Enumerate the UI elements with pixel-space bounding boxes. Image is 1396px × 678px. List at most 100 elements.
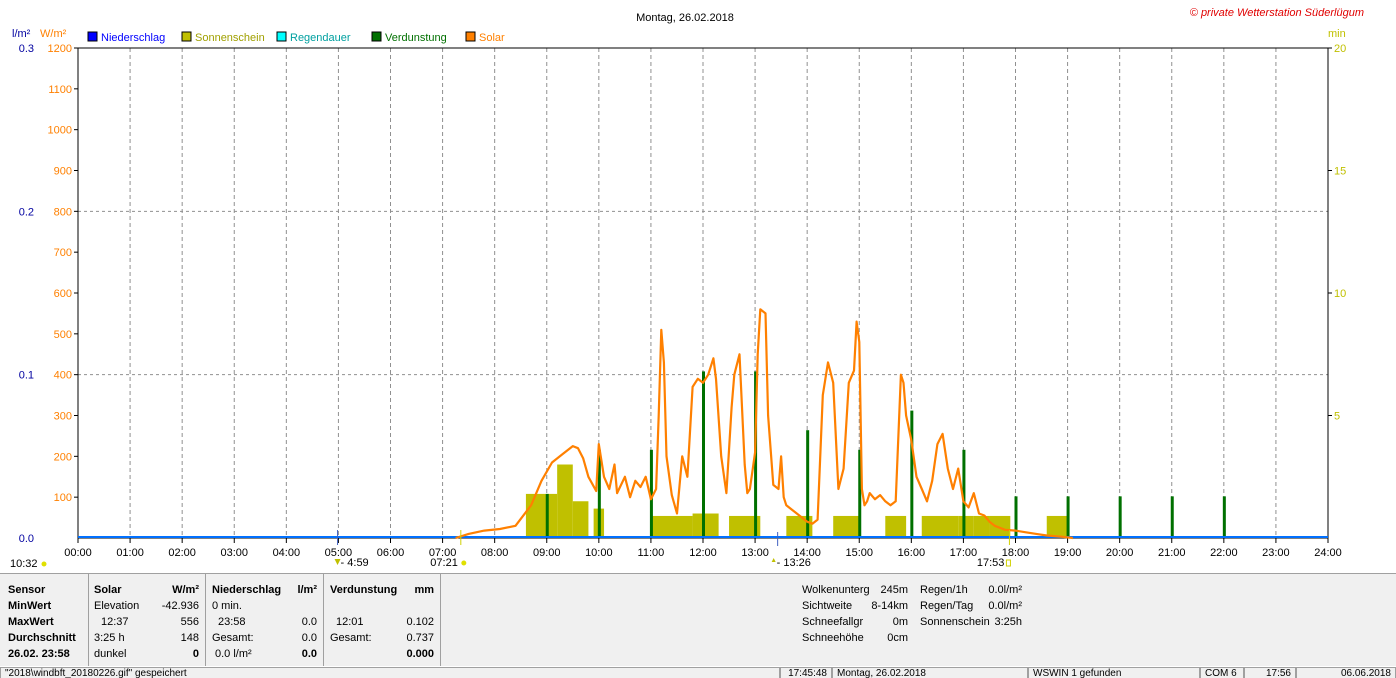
status-wswin: WSWIN 1 gefunden xyxy=(1028,667,1200,678)
x-tick-label-9: 09:00 xyxy=(533,547,561,559)
legend-swatch-niederschlag xyxy=(87,31,98,42)
sonnenschein-bar-0 xyxy=(525,493,558,538)
sunset-icon xyxy=(1005,559,1011,567)
x-tick-label-23: 23:00 xyxy=(1262,547,1290,559)
niederschlag-max-value: 0.0 xyxy=(301,616,317,628)
wolkenunterg-label: Wolkenunterg xyxy=(802,584,870,596)
status-bar: "2018\windbft_20180226.gif" gespeichert … xyxy=(0,667,1396,678)
sonnenschein-value: 3:25h xyxy=(994,616,1022,628)
sonnenschein-bar-12 xyxy=(973,515,990,538)
y-min-tick-label-5: 5 xyxy=(1334,411,1340,423)
verdunstung-bar-5 xyxy=(806,430,810,538)
solar-unit: W/m² xyxy=(172,584,199,596)
sonnenschein-bar-2 xyxy=(572,501,589,538)
verdunstung-bar-0 xyxy=(545,493,549,538)
chart-title: Montag, 26.02.2018 xyxy=(636,12,734,24)
y-solar-tick-label-400: 400 xyxy=(54,370,72,382)
x-tick-label-1: 01:00 xyxy=(116,547,144,559)
weather-chart: Montag, 26.02.2018 © private Wetterstati… xyxy=(10,7,1364,570)
current-timestamp: 26.02. 23:58 xyxy=(8,648,70,660)
legend-swatch-sonnenschein xyxy=(181,31,192,42)
verdunstung-bar-12 xyxy=(1170,496,1174,538)
regen-1h-value: 0.0l/m² xyxy=(988,584,1022,596)
niederschlag-max-time: 23:58 xyxy=(218,616,246,628)
y-solar-tick-label-600: 600 xyxy=(54,288,72,300)
panel-col-sensor: Sensor MinWert MaxWert Durchschnitt 26.0… xyxy=(0,574,89,666)
x-tick-label-4: 04:00 xyxy=(273,547,301,559)
solar-max-time: 12:37 xyxy=(101,616,129,628)
x-tick-label-0: 00:00 xyxy=(64,547,92,559)
x-tick-label-18: 18:00 xyxy=(1002,547,1030,559)
minwert-label: MinWert xyxy=(8,600,52,612)
x-tick-label-6: 06:00 xyxy=(377,547,405,559)
maxwert-label: MaxWert xyxy=(8,616,54,628)
legend: Niederschlag Sonnenschein Regendauer Verdun… xyxy=(87,31,505,44)
legend-label-verdunstung: Verdunstung xyxy=(385,32,447,44)
y-solar-tick-label-900: 900 xyxy=(54,166,72,178)
y-solar-tick-label-800: 800 xyxy=(54,206,72,218)
verdunstung-bar-10 xyxy=(1066,496,1070,538)
sonnenschein-bar-11 xyxy=(958,515,974,538)
stats-panel: Sensor MinWert MaxWert Durchschnitt 26.0… xyxy=(0,573,1396,666)
legend-label-niederschlag: Niederschlag xyxy=(101,32,165,44)
sunrise-dot xyxy=(461,560,467,566)
verdunstung-total-value: 0.737 xyxy=(406,632,434,644)
status-date2: 06.06.2018 xyxy=(1296,667,1396,678)
panel-col-verdunstung: Verdunstung mm 12:01 0.102 Gesamt: 0.737 0.… xyxy=(324,574,441,666)
solar-current-label: dunkel xyxy=(94,648,127,660)
schneehoehe-value: 0cm xyxy=(887,632,908,644)
y-solar-tick-label-500: 500 xyxy=(54,329,72,341)
panel-spacer xyxy=(441,574,796,666)
y-precip-tick-label-0.3: 0.3 xyxy=(19,43,34,55)
legend-swatch-verdunstung xyxy=(371,31,382,42)
solar-avg-label: 3:25 h xyxy=(94,632,125,644)
sonnenschein-bar-4 xyxy=(650,515,693,538)
x-tick-label-12: 12:00 xyxy=(689,547,717,559)
verdunstung-bar-3 xyxy=(702,371,705,538)
verdunstung-header: Verdunstung xyxy=(330,584,398,596)
regen-tag-label: Regen/Tag xyxy=(920,600,974,612)
sensor-header: Sensor xyxy=(8,584,46,596)
wolkenunterg-value: 245m xyxy=(880,584,908,596)
niederschlag-current-label: 0.0 l/m² xyxy=(215,648,252,660)
y-solar-tick-label-700: 700 xyxy=(54,247,72,259)
x-tick-label-15: 15:00 xyxy=(845,547,873,559)
sonnenschein-bar-6 xyxy=(729,515,761,538)
solar-noon-label: - 13:26 xyxy=(777,557,811,569)
verdunstung-max-time: 12:01 xyxy=(336,616,364,628)
y-precip-tick-label-0.2: 0.2 xyxy=(19,206,34,218)
moonrise-dot xyxy=(41,561,47,567)
x-tick-label-2: 02:00 xyxy=(168,547,196,559)
lines xyxy=(78,308,1328,540)
solar-current-value: 0 xyxy=(192,648,199,660)
sichtweite-value: 8-14km xyxy=(871,600,908,612)
y-min-tick-label-15: 15 xyxy=(1334,166,1346,178)
legend-label-regendauer: Regendauer xyxy=(290,32,351,44)
x-tick-label-5: 05:00 xyxy=(325,547,353,559)
y-min-tick-label-20: 20 xyxy=(1334,43,1346,55)
schneehoehe-label: Schneehöhe xyxy=(802,632,864,644)
panel-col-niederschlag: Niederschlag l/m² 0 min. 23:58 0.0 Gesamt:… xyxy=(206,574,324,666)
status-time1: 17:45:48 xyxy=(780,667,832,678)
panel-col-solar: Solar W/m² Elevation -42.936 12:37 556 3:25… xyxy=(89,574,206,666)
y-precip-tick-label-0.1: 0.1 xyxy=(19,370,34,382)
panel-col-visibility: Wolkenunterg 245m Sichtweite 8-14km Schnee… xyxy=(796,574,912,666)
x-tick-label-22: 22:00 xyxy=(1210,547,1238,559)
verdunstung-total-label: Gesamt: xyxy=(330,632,372,644)
moonset-icon xyxy=(334,559,341,565)
solar-max-value: 556 xyxy=(180,616,199,628)
legend-swatch-solar xyxy=(465,31,476,42)
x-tick-label-20: 20:00 xyxy=(1106,547,1134,559)
niederschlag-unit: l/m² xyxy=(297,584,317,596)
legend-swatch-regendauer xyxy=(276,31,287,42)
x-tick-label-24: 24:00 xyxy=(1314,547,1342,559)
sichtweite-label: Sichtweite xyxy=(802,600,853,612)
verdunstung-bar-7 xyxy=(910,410,914,538)
solar-avg-value: 148 xyxy=(180,632,199,644)
solar-header: Solar xyxy=(94,584,122,596)
x-tick-label-8: 08:00 xyxy=(481,547,509,559)
panel-col-rain: Regen/1h 0.0l/m² Regen/Tag 0.0l/m² Sonnens… xyxy=(914,574,1026,666)
status-file: "2018\windbft_20180226.gif" gespeichert xyxy=(0,667,780,678)
moonset-label: - 4:59 xyxy=(341,557,369,569)
right-unit: min xyxy=(1328,28,1346,40)
